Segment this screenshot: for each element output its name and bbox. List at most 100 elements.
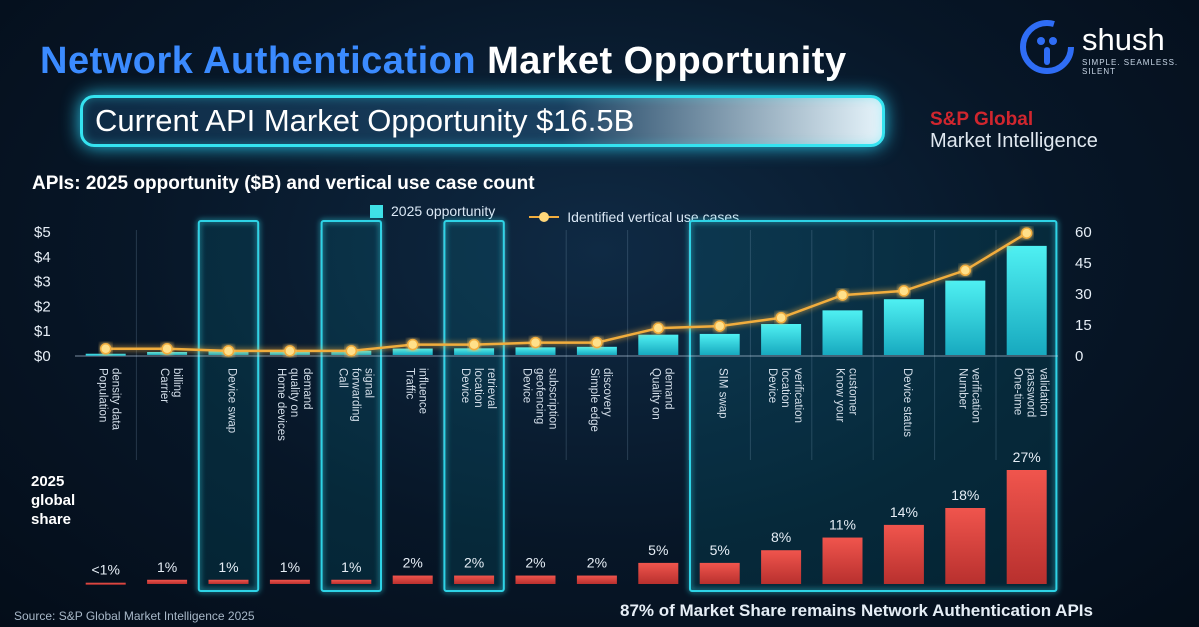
highlight-box	[320, 220, 383, 592]
right-axis-tick: 30	[1075, 286, 1092, 303]
category-label: Home devicesquality ondemand	[275, 368, 313, 441]
category-label-line: Number	[956, 368, 968, 409]
use-case-point	[959, 264, 972, 277]
category-label-line: Traffic	[404, 368, 416, 400]
footnote: 87% of Market Share remains Network Auth…	[620, 601, 1093, 620]
category-label-line: verification	[792, 368, 804, 423]
share-bar	[208, 579, 249, 584]
category-label-line: Simple edge	[588, 368, 600, 432]
category-label-line: Population	[97, 368, 109, 422]
category-label-line: password	[1025, 368, 1037, 417]
category-label: Quality ondemand	[649, 368, 674, 420]
opportunity-bar	[85, 353, 126, 356]
use-case-line	[105, 231, 1028, 353]
left-axis-tick: $4	[34, 249, 51, 266]
category-label-line: Know your	[834, 368, 846, 423]
category-label-line: billing	[171, 368, 183, 397]
use-case-point	[99, 343, 112, 355]
category-label: Numberverification	[956, 368, 981, 423]
category-label: One-timepasswordvalidation	[1012, 368, 1050, 417]
use-case-point	[468, 338, 480, 351]
share-value-label: 18%	[951, 487, 979, 503]
category-label-line: One-time	[1012, 368, 1024, 415]
use-case-point	[898, 285, 910, 297]
category-label-line: SIM swap	[717, 368, 729, 419]
category-label-line: retrieval	[485, 368, 497, 409]
use-case-point	[529, 336, 542, 349]
left-axis-tick: $0	[34, 348, 51, 365]
category-label: Devicegeofencingsubscription	[521, 368, 559, 429]
right-axis-tick: 0	[1075, 348, 1083, 365]
share-bar	[761, 550, 802, 584]
category-label-line: location	[472, 368, 484, 408]
legend-bar-swatch	[370, 204, 383, 218]
category-label-line: Carrier	[158, 368, 170, 403]
use-case-point	[222, 345, 235, 357]
source-note: Source: S&P Global Market Intelligence 2…	[14, 609, 255, 623]
opportunity-bar	[761, 324, 802, 355]
share-bar	[699, 562, 740, 584]
sp-global-logo-text: S&P Global	[930, 109, 1034, 130]
highlight-box	[197, 220, 260, 592]
share-value-label: 14%	[890, 504, 918, 520]
category-label-line: Device	[459, 368, 471, 403]
opportunity-bar	[576, 346, 617, 355]
share-bar	[147, 579, 188, 584]
share-bar	[638, 562, 679, 584]
title-rest: Market Opportunity	[487, 40, 847, 82]
category-label-line: Call	[336, 368, 348, 388]
category-label-line: Device	[766, 368, 778, 403]
page-title: Network Authentication Market Opportunit…	[40, 40, 847, 83]
share-bar	[515, 575, 556, 584]
category-label-line: location	[779, 368, 791, 408]
shush-logo-text: shush	[1082, 22, 1165, 57]
opportunity-bar	[638, 334, 679, 355]
legend-bar-label: 2025 opportunity	[391, 203, 496, 219]
share-value-label: 5%	[648, 542, 668, 558]
opportunity-bar	[883, 299, 924, 355]
category-label-line: density data	[110, 368, 122, 431]
share-value-label: 1%	[218, 559, 238, 575]
left-axis-tick: $5	[34, 224, 51, 241]
category-label-line: demand	[301, 368, 313, 410]
category-label: Device swap	[226, 368, 238, 433]
category-label-line: Device status	[901, 368, 913, 437]
category-label-line: Home devices	[275, 368, 287, 441]
category-label-line: verification	[969, 368, 981, 423]
share-value-label: 1%	[280, 559, 300, 575]
share-value-label: 2%	[587, 555, 607, 571]
opportunity-bar	[515, 347, 556, 355]
category-label: Simple edgediscovery	[588, 368, 613, 432]
category-label-line: Device	[521, 368, 533, 403]
category-label-line: customer	[847, 368, 859, 415]
category-label-line: Device swap	[226, 368, 238, 433]
right-axis-tick: 45	[1075, 255, 1092, 272]
category-label: SIM swap	[717, 368, 729, 419]
share-value-label: 27%	[1013, 449, 1041, 465]
use-case-point	[652, 322, 665, 334]
highlight-box	[443, 220, 505, 592]
share-bar	[392, 575, 433, 584]
share-bar	[331, 579, 372, 584]
share-bar	[269, 579, 310, 584]
legend-line-swatch	[529, 211, 560, 222]
category-label: Devicelocationretrieval	[459, 368, 497, 409]
use-case-point	[713, 320, 726, 332]
left-axis-tick: $2	[34, 298, 51, 315]
share-value-label: 2%	[525, 555, 545, 571]
category-label: Callforwardingsignal	[336, 368, 374, 422]
category-label: Populationdensity data	[97, 368, 122, 431]
share-bar	[85, 582, 126, 585]
category-label-line: Quality on	[649, 368, 661, 420]
category-label-line: geofencing	[534, 368, 546, 424]
opportunity-bar	[454, 348, 495, 355]
share-bar	[1006, 470, 1047, 584]
left-axis-tick: $1	[34, 323, 51, 340]
share-value-label: 5%	[710, 542, 730, 558]
shush-logo-icon	[1020, 20, 1074, 74]
chart-subtitle: APIs: 2025 opportunity ($B) and vertical…	[32, 173, 535, 194]
use-case-point	[775, 312, 787, 324]
opportunity-bar	[392, 348, 433, 355]
category-label-line: discovery	[601, 368, 613, 417]
